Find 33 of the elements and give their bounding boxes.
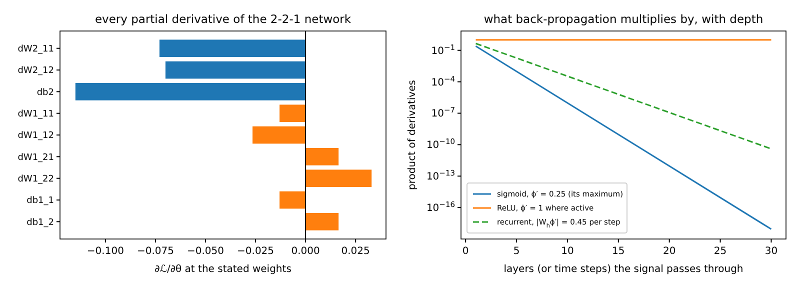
y-tick-label: 10$^{−13}$ <box>426 168 456 183</box>
x-tick-label: −0.100 <box>86 246 124 257</box>
y-tick-label: 10$^{−1}$ <box>431 42 456 57</box>
chart-title: what back-propagation multiplies by, with depth <box>484 12 764 26</box>
y-tick-label: dW1_11 <box>18 109 54 120</box>
x-tick-label: −0.075 <box>136 246 174 257</box>
x-tick-label: 5 <box>513 246 520 257</box>
y-tick-label: 10$^{−4}$ <box>431 74 456 88</box>
x-tick-label: 10 <box>561 246 574 257</box>
x-tick-label: 0.025 <box>341 246 370 257</box>
y-axis-title: product of derivatives <box>407 80 418 190</box>
x-axis-title: ∂ℒ/∂θ at the stated weights <box>154 264 292 275</box>
y-tick-label: db1_1 <box>26 196 54 206</box>
y-tick-label: db2 <box>36 88 54 98</box>
y-tick-label: dW1_21 <box>18 152 54 163</box>
y-tick-label: 10$^{−10}$ <box>426 136 456 152</box>
y-tick-label: 10$^{−16}$ <box>426 200 456 214</box>
x-tick-label: 0 <box>462 246 469 257</box>
x-tick-label: 25 <box>714 246 727 257</box>
y-tick-label: dW2_11 <box>18 44 54 54</box>
y-tick-label: dW2_12 <box>18 66 54 76</box>
x-tick-label: 0.000 <box>291 246 320 257</box>
chart-title: every partial derivative of the 2-2-1 network <box>94 12 352 26</box>
y-tick-label: dW1_12 <box>18 131 54 142</box>
x-tick-label: −0.050 <box>186 246 224 257</box>
y-tick-label: 10$^{−7}$ <box>431 105 456 120</box>
x-tick-label: 20 <box>662 246 676 257</box>
x-tick-label: −0.025 <box>237 246 274 257</box>
x-tick-label: 30 <box>764 246 778 257</box>
x-tick-label: 15 <box>612 246 625 257</box>
y-tick-label: dW1_22 <box>18 174 54 184</box>
x-axis-title: layers (or time steps) the signal passes through <box>504 264 744 275</box>
y-tick-label: db1_2 <box>26 218 54 228</box>
